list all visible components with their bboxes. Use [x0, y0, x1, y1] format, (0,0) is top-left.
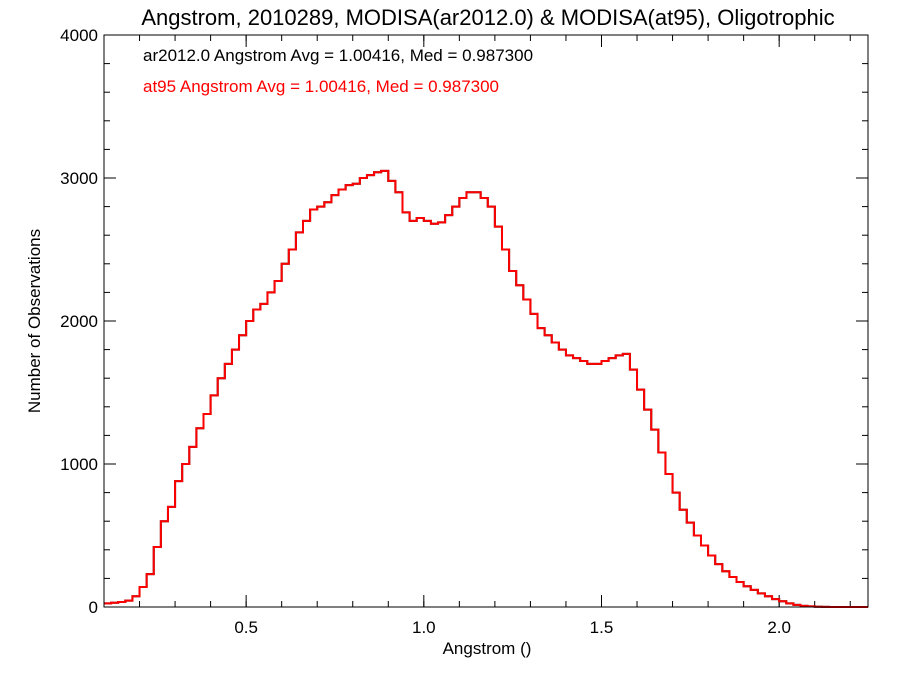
y-tick-label: 2000 — [60, 312, 98, 331]
axis-tick-labels: 0.5 1.0 1.5 2.0 0 1000 2000 3000 4000 — [60, 26, 791, 637]
chart-title: Angstrom, 2010289, MODISA(ar2012.0) & MO… — [141, 5, 834, 30]
annotation-at95: at95 Angstrom Avg = 1.00416, Med = 0.987… — [143, 77, 499, 96]
x-tick-label: 1.5 — [590, 618, 614, 637]
x-tick-label: 1.0 — [412, 618, 436, 637]
y-tick-label: 0 — [89, 598, 98, 617]
x-tick-label: 2.0 — [767, 618, 791, 637]
y-tick-label: 4000 — [60, 26, 98, 45]
annotation-ar2012: ar2012.0 Angstrom Avg = 1.00416, Med = 0… — [143, 46, 533, 65]
x-axis-label: Angstrom () — [443, 639, 532, 658]
x-tick-label: 0.5 — [234, 618, 258, 637]
y-tick-label: 3000 — [60, 169, 98, 188]
plot-frame — [103, 34, 869, 608]
y-axis-label: Number of Observations — [25, 229, 44, 413]
histogram-series-at95 — [104, 169, 868, 608]
axis-ticks — [103, 34, 868, 608]
y-tick-label: 1000 — [60, 455, 98, 474]
